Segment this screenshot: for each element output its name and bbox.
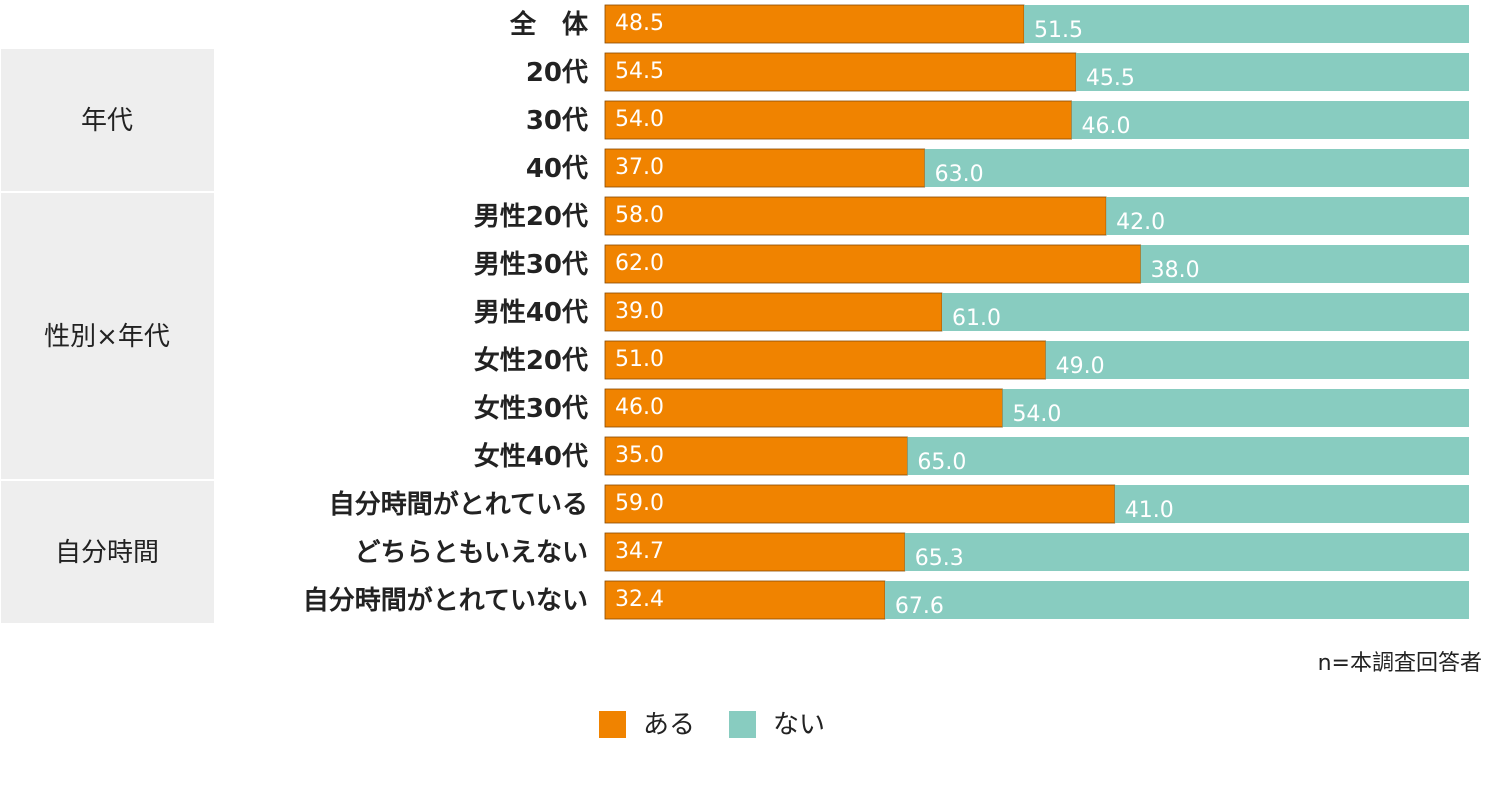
category-label: 男性20代 [474, 202, 588, 232]
bar-aru [604, 292, 943, 332]
bar-aru [604, 196, 1107, 236]
data-label: 46.0 [615, 395, 664, 420]
bar-aru [604, 436, 908, 476]
data-label: 32.4 [615, 587, 664, 612]
category-label: 40代 [526, 154, 588, 184]
group-box [1, 193, 214, 479]
data-label: 61.0 [952, 306, 1001, 331]
data-label: 65.3 [915, 546, 964, 571]
data-label: 63.0 [935, 162, 984, 187]
category-labels: 全 体 20代 30代 40代男性20代男性30代男性40代女性20代女性30代女性4… [303, 9, 589, 616]
bar-nai [1002, 389, 1469, 427]
category-label: どちらともいえない [355, 538, 588, 568]
data-label: 48.5 [615, 11, 664, 36]
bar-aru [604, 340, 1047, 380]
category-label: 自分時間がとれている [329, 489, 588, 520]
data-label: 67.6 [895, 594, 944, 619]
data-label: 54.5 [615, 59, 664, 84]
group-label: 性別×年代 [44, 322, 170, 352]
data-label: 38.0 [1151, 258, 1200, 283]
bar-nai [1045, 341, 1469, 379]
legend-swatch [599, 711, 626, 738]
bar-aru [604, 100, 1072, 140]
group-box [1, 481, 214, 623]
bar-aru [604, 388, 1003, 428]
bar-aru [604, 4, 1025, 44]
bar-aru [604, 580, 886, 620]
category-label: 男性40代 [474, 298, 588, 328]
value-labels: 48.5 51.5 54.5 45.5 54.0 46.0 37.0 63.0 58.0 42.0… [615, 11, 1200, 619]
bar-nai [1140, 245, 1469, 283]
sample-note: n=本調査回答者 [1318, 651, 1482, 676]
legend-label: ある [643, 710, 695, 740]
data-label: 46.0 [1082, 114, 1131, 139]
data-label: 41.0 [1125, 498, 1174, 523]
group-label: 年代 [81, 106, 133, 136]
data-label: 54.0 [1012, 402, 1061, 427]
data-label: 62.0 [615, 251, 664, 276]
bar-nai [1114, 485, 1469, 523]
data-label: 58.0 [615, 203, 664, 228]
bar-nai [1106, 197, 1469, 235]
category-label: 20代 [526, 58, 588, 88]
category-label: 全 体 [509, 9, 589, 40]
category-label: 女性30代 [474, 393, 588, 424]
group-box [1, 49, 214, 191]
data-label: 49.0 [1056, 354, 1105, 379]
category-label: 女性40代 [474, 441, 588, 472]
data-label: 37.0 [615, 155, 664, 180]
data-label: 51.5 [1034, 18, 1083, 43]
data-label: 51.0 [615, 347, 664, 372]
bar-nai [1071, 101, 1469, 139]
bar-aru [604, 484, 1116, 524]
bar-nai [884, 581, 1469, 619]
bar-nai [924, 149, 1469, 187]
data-label: 42.0 [1116, 210, 1165, 235]
category-label: 男性30代 [474, 250, 588, 280]
group-label: 自分時間 [55, 538, 159, 568]
bar-nai [941, 293, 1469, 331]
bar-aru [604, 244, 1142, 284]
bar-nai [904, 533, 1469, 571]
legend-swatch [729, 711, 756, 738]
bar-aru [604, 52, 1077, 92]
data-label: 35.0 [615, 443, 664, 468]
category-label: 女性20代 [474, 345, 588, 376]
data-label: 54.0 [615, 107, 664, 132]
bar-aru [604, 532, 906, 572]
bar-aru [604, 148, 926, 188]
data-label: 45.5 [1086, 66, 1135, 91]
category-label: 自分時間がとれていない [303, 585, 588, 616]
data-label: 59.0 [615, 491, 664, 516]
data-label: 34.7 [615, 539, 664, 564]
bar-nai [907, 437, 1469, 475]
legend: ある ない [599, 710, 825, 740]
legend-label: ない [773, 710, 825, 740]
bar-nai [1024, 5, 1469, 43]
data-label: 39.0 [615, 299, 664, 324]
category-label: 30代 [526, 106, 588, 136]
data-label: 65.0 [917, 450, 966, 475]
bar-nai [1075, 53, 1469, 91]
bars [604, 4, 1469, 620]
